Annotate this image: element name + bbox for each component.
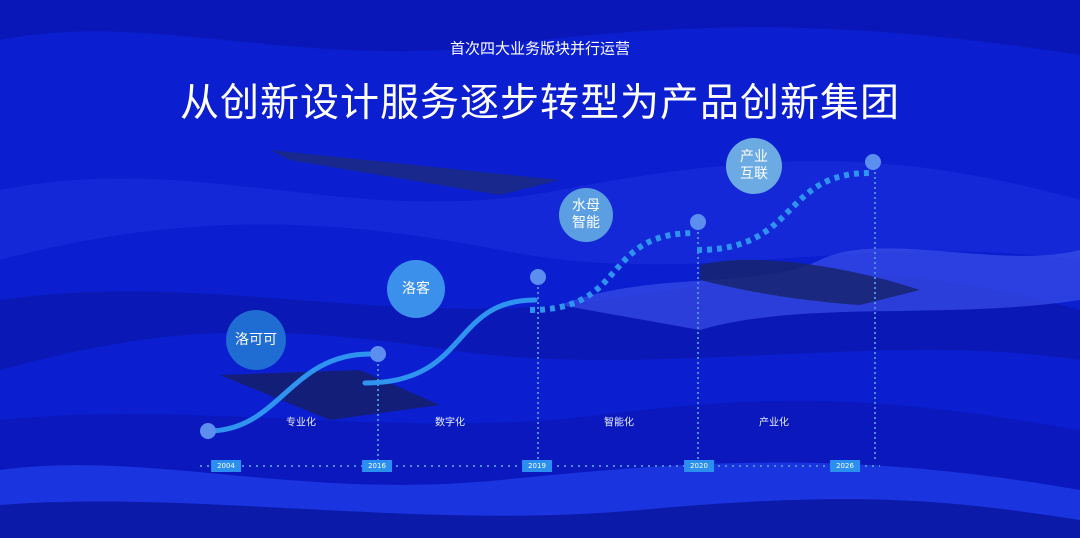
phase-label: 专业化 — [286, 417, 316, 429]
subtitle: 首次四大业务版块并行运营 — [449, 39, 631, 58]
curve-luoke — [362, 297, 538, 386]
phase-label: 数字化 — [435, 417, 465, 429]
page-title: 从创新设计服务逐步转型为产品创新集团 — [179, 81, 901, 126]
stage-bubble-industry: 产业 互联 — [726, 138, 782, 194]
year-label: 2026 — [830, 460, 860, 472]
wave — [700, 259, 920, 305]
curve-lokoko — [205, 351, 373, 434]
phase-label: 产业化 — [759, 417, 789, 429]
milestone-dot — [370, 346, 386, 362]
wave — [0, 0, 1080, 55]
year-label: 2019 — [522, 460, 552, 472]
year-label: 2016 — [362, 460, 392, 472]
milestone-dot — [530, 269, 546, 285]
stage-bubble-shuimu: 水母 智能 — [559, 188, 613, 242]
stage-bubble-lokoko: 洛可可 — [226, 310, 286, 370]
milestone-dot — [690, 214, 706, 230]
phase-label: 智能化 — [604, 417, 634, 429]
curve-shuimu — [529, 230, 696, 313]
wave — [0, 499, 1080, 538]
milestone-dot — [865, 154, 881, 170]
wave — [0, 161, 1080, 265]
year-label: 2020 — [684, 460, 714, 472]
wave — [270, 150, 560, 195]
milestone-dot — [200, 423, 216, 439]
year-label: 2004 — [211, 460, 241, 472]
stage-bubble-luoke: 洛客 — [387, 260, 445, 318]
curve-industry — [696, 170, 871, 253]
